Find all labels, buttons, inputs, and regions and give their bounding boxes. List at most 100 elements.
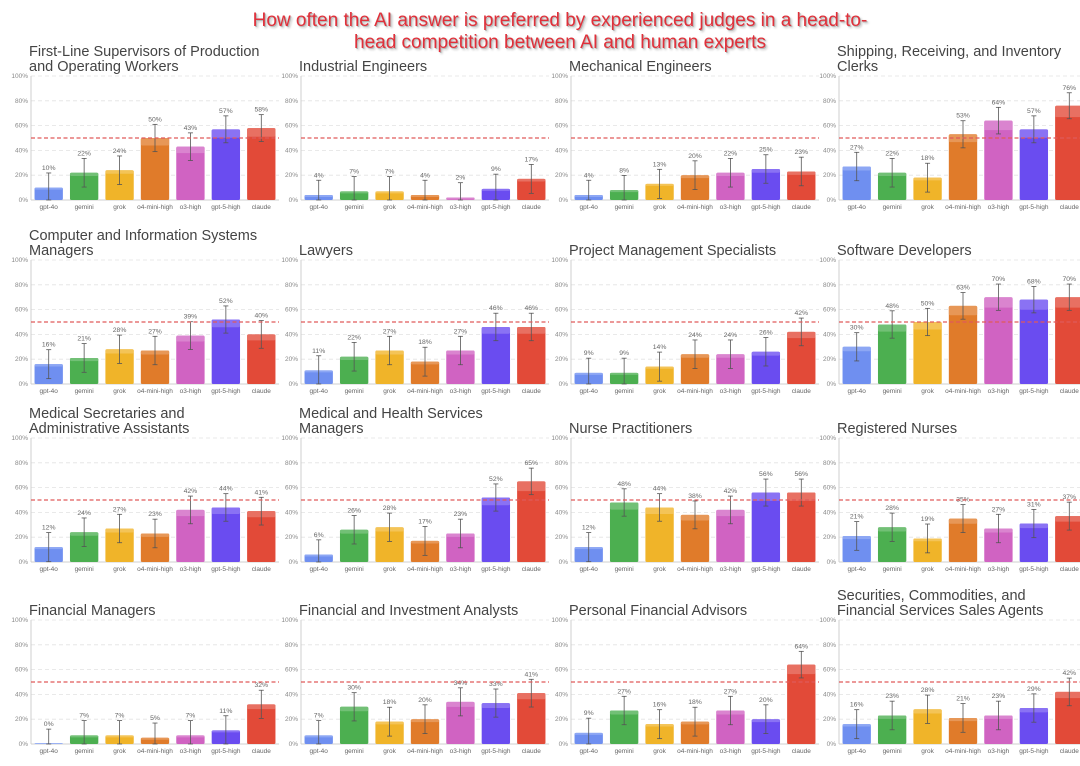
bar-claude: [247, 511, 276, 562]
y-tick-label: 0%: [19, 741, 29, 748]
chart-svg: 0% 20% 40% 60% 80% 100% 6% gpt-4o 26% gemini 28% gr…: [281, 435, 549, 573]
x-tick-label: o3-high: [180, 566, 202, 573]
chart-panel: Shipping, Receiving, and Inventory Clerk…: [813, 36, 1080, 220]
x-tick-label: o3-high: [988, 566, 1010, 573]
value-label: 17%: [524, 156, 538, 163]
x-tick-label: claude: [792, 204, 812, 211]
y-tick-label: 100%: [819, 617, 836, 624]
y-tick-label: 100%: [281, 73, 298, 80]
x-tick-label: gpt-5-high: [211, 204, 241, 211]
bar-gpt-4o: [842, 166, 871, 200]
bar-claude: [1055, 691, 1080, 744]
x-tick-label: o3-high: [720, 566, 742, 573]
bar-o4-mini-high: [140, 138, 170, 200]
bar-claude: [517, 481, 546, 562]
y-tick-label: 0%: [559, 381, 569, 388]
value-label: 21%: [77, 336, 91, 343]
x-tick-label: gpt-4o: [39, 204, 58, 211]
y-tick-label: 40%: [555, 331, 568, 338]
chart-title: Mechanical Engineers: [569, 59, 712, 75]
x-tick-label: gpt-5-high: [211, 566, 241, 573]
x-tick-label: grok: [653, 204, 666, 211]
y-tick-label: 20%: [555, 716, 568, 723]
bar-gpt-5-high: [751, 351, 781, 384]
bar-gpt-5-high: [1019, 523, 1049, 562]
bar-gpt-5-high: [1019, 299, 1049, 384]
value-label: 30%: [850, 325, 864, 332]
value-label: 28%: [885, 505, 899, 512]
value-label: 7%: [385, 169, 395, 176]
bar-o4-mini-high: [140, 350, 170, 384]
x-tick-label: gemini: [883, 566, 902, 573]
x-tick-label: gemini: [75, 566, 94, 573]
x-tick-label: gpt-4o: [309, 566, 328, 573]
x-tick-label: gemini: [75, 388, 94, 395]
y-tick-label: 100%: [551, 435, 568, 442]
chart-title: First-Line Supervisors of Production and…: [29, 44, 260, 75]
x-tick-label: o3-high: [450, 566, 472, 573]
y-tick-label: 60%: [823, 485, 836, 492]
value-label: 65%: [524, 460, 538, 467]
y-tick-label: 80%: [285, 98, 298, 105]
value-label: 7%: [314, 713, 324, 720]
y-tick-label: 20%: [555, 356, 568, 363]
y-tick-label: 80%: [285, 460, 298, 467]
x-tick-label: o4-mini-high: [677, 566, 713, 573]
value-label: 22%: [885, 150, 899, 157]
y-tick-label: 60%: [285, 667, 298, 674]
bar-o3-high: [176, 335, 205, 384]
x-tick-label: grok: [921, 748, 934, 755]
x-tick-label: claude: [1060, 566, 1080, 573]
value-label: 23%: [148, 511, 162, 518]
y-tick-label: 100%: [281, 617, 298, 624]
bar-gpt-5-high: [481, 703, 511, 744]
y-tick-label: 20%: [285, 172, 298, 179]
value-label: 17%: [418, 518, 432, 525]
y-tick-label: 40%: [823, 509, 836, 516]
y-tick-label: 0%: [289, 559, 299, 566]
x-tick-label: o4-mini-high: [945, 748, 981, 755]
bar-tie-segment: [1055, 105, 1080, 118]
bar-grok: [913, 709, 942, 744]
value-label: 50%: [148, 116, 162, 123]
value-label: 26%: [759, 330, 773, 337]
main-title: How often the AI answer is preferred by …: [252, 10, 868, 53]
value-label: 63%: [956, 285, 970, 292]
y-tick-label: 0%: [19, 381, 29, 388]
chart-svg: 0% 20% 40% 60% 80% 100% 9% gpt-4o 27% gemini 16% gr…: [551, 617, 819, 755]
value-label: 48%: [885, 303, 899, 310]
chart-svg: 0% 20% 40% 60% 80% 100% 4% gpt-4o 8% gemini 13% gro…: [551, 73, 819, 211]
y-tick-label: 0%: [289, 741, 299, 748]
bar-gemini: [609, 710, 639, 744]
value-label: 11%: [219, 708, 232, 715]
bar-o3-high: [984, 528, 1013, 562]
bar-o4-mini-high: [948, 134, 978, 200]
x-tick-label: gpt-5-high: [481, 748, 511, 755]
y-tick-label: 60%: [555, 307, 568, 314]
x-tick-label: o3-high: [450, 388, 472, 395]
y-tick-label: 0%: [827, 559, 837, 566]
value-label: 43%: [184, 125, 198, 132]
x-tick-label: gpt-4o: [309, 204, 328, 211]
value-label: 27%: [113, 506, 127, 513]
bar-gemini: [69, 532, 99, 562]
x-tick-label: gpt-4o: [39, 388, 58, 395]
x-tick-label: claude: [252, 748, 272, 755]
y-tick-label: 20%: [15, 356, 28, 363]
x-tick-label: gpt-4o: [39, 748, 58, 755]
y-tick-label: 80%: [285, 282, 298, 289]
y-tick-label: 40%: [823, 331, 836, 338]
x-tick-label: claude: [1060, 204, 1080, 211]
x-tick-label: o4-mini-high: [137, 748, 173, 755]
value-label: 5%: [150, 715, 160, 722]
y-tick-label: 80%: [15, 460, 28, 467]
bar-claude: [517, 326, 546, 384]
chart-svg: 0% 20% 40% 60% 80% 100% 11% gpt-4o 22% gemini 27% g…: [281, 257, 549, 395]
y-tick-label: 80%: [823, 460, 836, 467]
x-tick-label: gpt-5-high: [751, 566, 781, 573]
y-tick-label: 60%: [15, 485, 28, 492]
y-tick-label: 20%: [15, 172, 28, 179]
chart-svg: 0% 20% 40% 60% 80% 100% 10% gpt-4o 22% gemini 24% g…: [11, 73, 279, 211]
y-tick-label: 80%: [823, 282, 836, 289]
chart-panel: First-Line Supervisors of Production and…: [5, 36, 289, 220]
